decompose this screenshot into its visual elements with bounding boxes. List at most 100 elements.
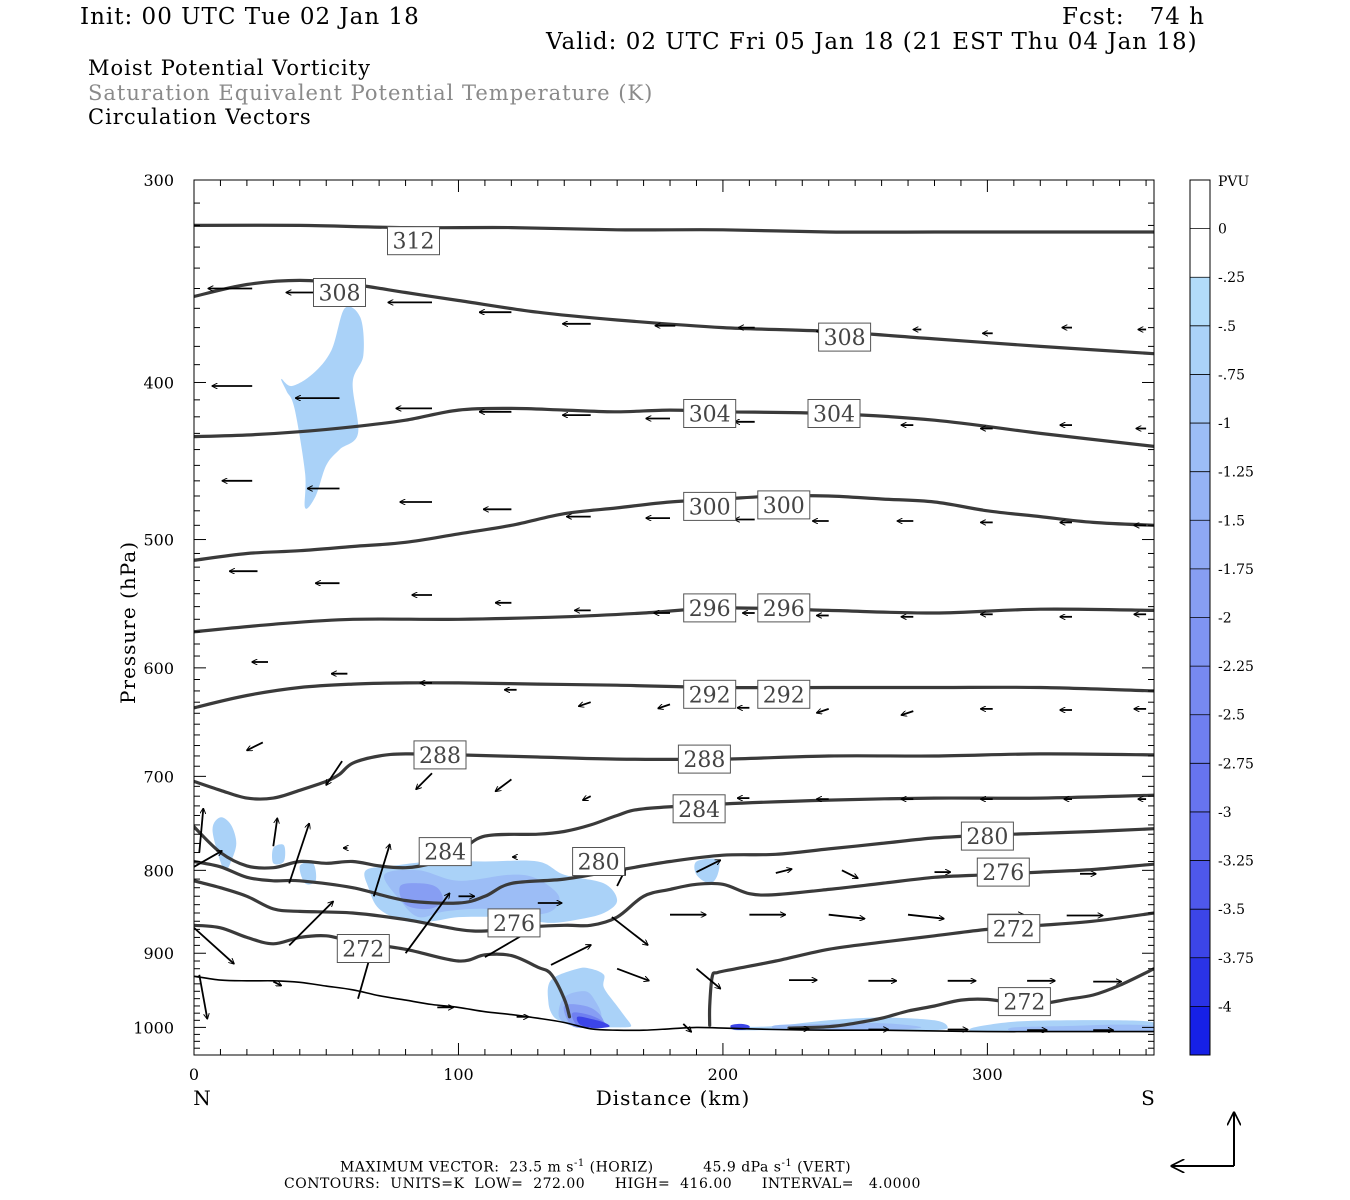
contour-label-box xyxy=(757,490,811,520)
circulation-vector xyxy=(288,823,309,884)
contour-label-box xyxy=(683,593,737,623)
contour-label-text: 304 xyxy=(813,403,855,428)
contour-label: 304 xyxy=(807,399,861,428)
circulation-vector xyxy=(616,967,649,981)
vert-unit-exponent: -1 xyxy=(781,1158,793,1169)
colorbar: PVU 0 -.25 -.5 -.75 -1 -1.25 -1.5 -1.75 -2 -2.25 -2… xyxy=(1189,174,1254,1056)
contour-label-box xyxy=(313,278,366,307)
circulation-vector xyxy=(696,859,721,873)
contour-label-text: 296 xyxy=(689,597,731,622)
theta-contour-292 xyxy=(194,681,1154,710)
theta-contour-288 xyxy=(194,752,1154,801)
title-pv: Moist Potential Vorticity xyxy=(88,56,371,80)
pv-region xyxy=(694,858,720,884)
forecast-hour: Fcst: 74 h xyxy=(1062,4,1205,30)
contour-label: 296 xyxy=(683,593,737,623)
colorbar-level-label: -2.5 xyxy=(1218,708,1245,724)
circulation-vector xyxy=(198,809,203,853)
contour-label: 296 xyxy=(757,593,811,623)
colorbar-level-label: -3.5 xyxy=(1218,902,1245,918)
circulation-vector xyxy=(247,741,264,752)
circulation-vector xyxy=(194,927,234,964)
colorbar-swatch xyxy=(1190,471,1210,521)
circulation-vector xyxy=(550,944,591,966)
circulation-vector xyxy=(272,818,277,847)
colorbar-swatch xyxy=(1190,228,1210,278)
circulation-vector xyxy=(495,778,512,791)
contour-label-box xyxy=(987,914,1041,944)
contour-label-text: 308 xyxy=(319,282,361,307)
contour-label-box xyxy=(672,794,726,824)
contour-label-box xyxy=(683,679,737,709)
theta-contour-276 xyxy=(194,862,1154,933)
circulation-vector xyxy=(272,982,281,987)
theta-contour-312 xyxy=(194,223,1154,234)
contour-label-box xyxy=(683,491,737,521)
colorbar-swatch xyxy=(1190,374,1210,424)
contour-label-box xyxy=(387,226,440,256)
contour-label-text: 284 xyxy=(424,841,466,866)
contour-label-text: 276 xyxy=(982,861,1024,886)
contour-label-text: 272 xyxy=(1003,991,1045,1016)
x-tick-label: 100 xyxy=(443,1065,474,1084)
contour-label-layer: 312 308 308 304 304 300 300 296 296 292 292 288 288 2… xyxy=(313,226,1051,1017)
contour-label: 272 xyxy=(987,914,1041,944)
contour-label: 304 xyxy=(683,399,737,428)
circulation-vector xyxy=(372,844,390,897)
circulation-vector xyxy=(194,851,222,868)
contour-info: CONTOURS: UNITS=K LOW= 272.00 HIGH= 416.… xyxy=(284,1176,921,1192)
colorbar-level-label: -.25 xyxy=(1218,270,1245,286)
max-vector-vert: 45.9 dPa s xyxy=(703,1159,782,1176)
contour-label-box xyxy=(818,322,872,352)
contour-label: 312 xyxy=(387,226,440,256)
contour-label-text: 284 xyxy=(678,798,720,823)
reference-vector-icon xyxy=(1172,1113,1234,1166)
y-tick-label: 600 xyxy=(143,659,174,678)
contour-label-box xyxy=(418,837,472,867)
contour-label-box xyxy=(976,857,1030,887)
theta-contour-272 xyxy=(194,923,572,1019)
contour-label-text: 280 xyxy=(966,825,1008,850)
contour-label: 280 xyxy=(572,847,626,876)
colorbar-swatch xyxy=(1190,909,1210,959)
circulation-vector xyxy=(907,913,944,919)
terrain-surface-line xyxy=(194,975,1154,1033)
colorbar-level-label: -.5 xyxy=(1218,319,1236,335)
pv-region xyxy=(576,1016,610,1029)
circulation-vector xyxy=(817,708,829,713)
circulation-vector xyxy=(611,916,648,945)
y-tick-label: 700 xyxy=(143,767,174,786)
contour-label-text: 276 xyxy=(493,912,535,937)
plot-frame xyxy=(193,179,1155,1056)
title-vectors: Circulation Vectors xyxy=(88,105,312,129)
colorbar-swatch xyxy=(1190,811,1210,861)
circulation-vector xyxy=(695,968,721,989)
south-end-label: S xyxy=(1141,1086,1155,1110)
circulation-vector xyxy=(404,893,450,954)
title-theta-es: Saturation Equivalent Potential Temperat… xyxy=(88,81,654,105)
vert-tag: (VERT) xyxy=(797,1159,852,1176)
contour-label-text: 292 xyxy=(763,683,805,708)
contour-label: 308 xyxy=(313,278,366,307)
theta-contour-272 xyxy=(787,967,1154,1030)
colorbar-swatch xyxy=(1190,423,1210,473)
colorbar-swatch xyxy=(1190,180,1210,230)
contour-label: 288 xyxy=(413,740,467,770)
max-vector-label: MAXIMUM VECTOR: xyxy=(340,1159,500,1176)
y-tick-label: 500 xyxy=(143,531,174,550)
colorbar-swatch xyxy=(1190,520,1210,570)
contour-label: 300 xyxy=(757,490,811,520)
colorbar-swatch xyxy=(1190,1006,1210,1056)
colorbar-level-label: -4 xyxy=(1218,999,1232,1015)
north-end-label: N xyxy=(193,1086,211,1110)
circulation-vector xyxy=(828,913,865,919)
circulation-vector xyxy=(288,901,333,947)
max-vector-horiz: 23.5 m s xyxy=(509,1159,574,1176)
contour-label-text: 292 xyxy=(689,683,731,708)
contour-label-box xyxy=(336,934,390,963)
horiz-tag: (HORIZ) xyxy=(589,1159,654,1176)
colorbar-level-label: -1.25 xyxy=(1218,465,1254,481)
contour-label-text: 288 xyxy=(419,744,461,769)
contour-label-box xyxy=(677,744,731,774)
